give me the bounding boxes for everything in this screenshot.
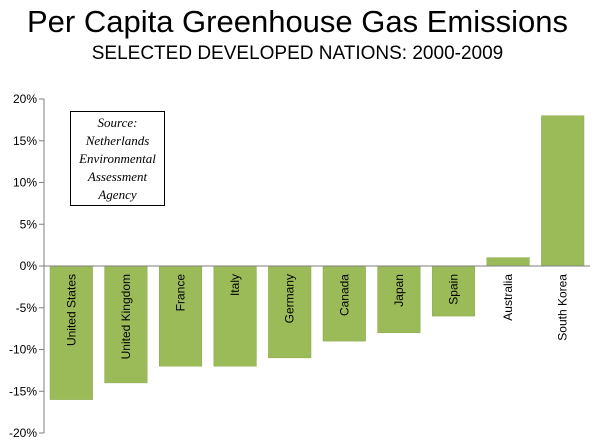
y-tick-label: -15% (9, 384, 37, 398)
category-label: Japan (392, 274, 406, 307)
category-label: France (174, 274, 188, 312)
category-label: Italy (228, 274, 242, 296)
category-label: United Kingdom (119, 274, 133, 359)
y-tick-label: 15% (13, 134, 37, 148)
source-line: Assessment (87, 168, 148, 184)
category-label: Germany (283, 274, 297, 323)
source-line: Agency (98, 186, 137, 202)
source-annotation-text: Source: Netherlands Environmental Assess… (79, 114, 156, 204)
source-annotation-box: Source: Netherlands Environmental Assess… (70, 111, 165, 206)
y-tick-label: -5% (16, 301, 38, 315)
category-label: Spain (447, 274, 461, 305)
bar-germany (268, 265, 312, 359)
source-line: Netherlands (85, 132, 150, 148)
y-tick-label: -10% (9, 343, 37, 357)
bar-japan (377, 265, 421, 334)
y-tick-label: 20% (13, 92, 37, 106)
chart-title: Per Capita Greenhouse Gas Emissions (26, 4, 569, 39)
y-tick-label: 0% (20, 259, 38, 273)
source-line: Environmental (79, 150, 156, 166)
axis-lines (43, 99, 590, 433)
chart-subtitle: SELECTED DEVELOPED NATIONS: 2000-2009 (91, 43, 504, 64)
bars (49, 115, 585, 400)
source-line: Source: (97, 114, 138, 130)
category-label: Canada (337, 274, 351, 316)
y-axis: 20% 15% 10% 5% 0% -5% -10% -15% -20% (9, 92, 44, 440)
category-labels: United States United Kingdom France Italy Ge… (64, 274, 569, 360)
y-tick-label: -20% (9, 426, 37, 440)
y-tick-label: 5% (20, 217, 38, 231)
y-tick-label: 10% (13, 176, 37, 190)
category-label: Australia (501, 274, 515, 321)
category-label: South Korea (556, 274, 570, 341)
bar-canada (322, 265, 366, 342)
category-label: United States (64, 274, 78, 346)
bar-south-korea (541, 115, 585, 267)
bar-australia (486, 257, 530, 267)
bar-spain (431, 265, 476, 317)
